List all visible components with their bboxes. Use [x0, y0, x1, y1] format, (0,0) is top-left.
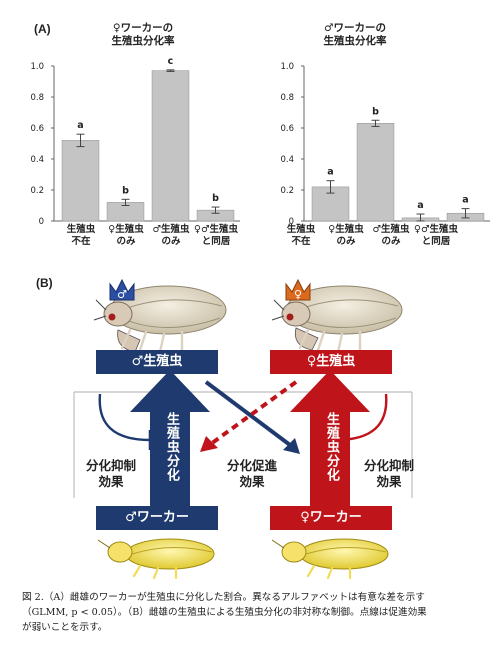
svg-text:♂: ♂	[117, 288, 127, 301]
female-worker-box	[270, 506, 392, 530]
male-reproductive-insect-icon: ♂	[93, 278, 227, 354]
chart-1-category-label: ♂生殖虫 のみ	[152, 224, 190, 247]
male-worker-chart: 0 0.2 0.4 0.6 0.8 1.0 a b a a	[280, 62, 490, 227]
male-differentiation-arrow	[130, 370, 210, 506]
promotion-arrow	[204, 380, 296, 450]
chart-1-y-tick-label: 0.2	[30, 186, 44, 196]
chart-2-y-tick-label: 0	[289, 217, 294, 227]
female-worker-label: ♀ワーカー	[300, 510, 362, 525]
chart-2-title: ♂ワーカーの 生殖虫分化率	[323, 22, 387, 47]
chart-2-y-tick-label: 0.4	[280, 155, 294, 165]
right-inhibition-effect-label: 分化抑制 効果	[363, 458, 414, 489]
male-inhibition-line	[98, 393, 151, 442]
figure-caption: 図 2.（A）雌雄のワーカーが生殖虫に分化した割合。異なるアルファベットは有意な…	[22, 590, 492, 635]
left-inhibition-effect-label: 分化抑制 効果	[85, 458, 136, 489]
svg-text:♀: ♀	[294, 288, 302, 301]
chart-1-significance-letter: b	[122, 185, 129, 196]
chart-2-significance-letter: b	[372, 106, 379, 117]
caption-line-3: が弱いことを示す。	[22, 622, 108, 633]
female-reproductive-label: ♀生殖虫	[306, 354, 356, 369]
male-differentiation-label: 生殖虫分化	[164, 412, 179, 482]
chart-1-y-tick-label: 0	[39, 217, 44, 227]
panel-b-label: (B)	[36, 276, 53, 290]
chart-1-category-label: ♀♂生殖虫 と同居	[194, 224, 238, 247]
female-reproductive-box	[270, 350, 392, 374]
chart-2-category-label: 生殖虫 不在	[286, 224, 316, 247]
caption-line-1: 図 2.（A）雌雄のワーカーが生殖虫に分化した割合。異なるアルファベットは有意な…	[22, 592, 425, 603]
chart-1-y-tick-label: 0.6	[30, 124, 44, 134]
chart-1-category-label: ♀生殖虫 のみ	[108, 224, 144, 247]
chart-2-y-tick-label: 1.0	[280, 62, 294, 72]
chart-1-significance-letter: a	[77, 120, 83, 131]
male-reproductive-box	[96, 350, 218, 374]
male-worker-box	[96, 506, 218, 530]
chart-1-significance-letter: b	[212, 193, 219, 204]
chart-2-category-label: ♂生殖虫 のみ	[372, 224, 410, 247]
chart-2-y-tick-label: 0.8	[280, 93, 294, 103]
male-worker-label: ♂ワーカー	[125, 510, 189, 525]
center-promotion-effect-label: 分化促進 効果	[226, 458, 277, 489]
weak-promotion-arrow	[206, 380, 298, 448]
chart-1-significance-letter: c	[168, 56, 174, 67]
chart-1-bar	[151, 70, 190, 222]
caption-line-2: （GLMM, p < 0.05）。（B）雌雄の生殖虫による生殖虫分化の非対称な制…	[22, 607, 427, 618]
female-worker-insect-icon	[271, 538, 389, 580]
regulation-diagram: ♂ ♀	[73, 278, 413, 580]
chart-1-bar	[61, 140, 100, 222]
chart-1-title: ♀ワーカーの 生殖虫分化率	[111, 22, 175, 47]
chart-2-significance-letter: a	[417, 200, 423, 211]
chart-2-y-tick-label: 0.6	[280, 124, 294, 134]
chart-1-y-tick-label: 1.0	[30, 62, 44, 72]
female-reproductive-insect-icon: ♀	[271, 278, 403, 354]
female-differentiation-arrow	[290, 370, 370, 506]
male-reproductive-label: ♂生殖虫	[131, 354, 183, 369]
chart-1-y-tick-label: 0.8	[30, 93, 44, 103]
chart-2-bar	[356, 123, 395, 222]
panel-a-label: (A)	[34, 22, 51, 36]
chart-2-y-tick-label: 0.2	[280, 186, 294, 196]
female-worker-chart: 0 0.2 0.4 0.6 0.8 1.0 a b c b	[30, 56, 240, 227]
male-worker-insect-icon	[97, 538, 215, 580]
chart-2-category-label: ♀生殖虫 のみ	[328, 224, 364, 247]
chart-2-significance-letter: a	[462, 195, 468, 206]
chart-2-significance-letter: a	[327, 167, 333, 178]
female-differentiation-label: 生殖虫分化	[324, 412, 339, 482]
chart-1-category-label: 生殖虫 不在	[66, 224, 96, 247]
chart-1-y-tick-label: 0.4	[30, 155, 44, 165]
chart-2-category-label: ♀♂生殖虫 と同居	[414, 224, 458, 247]
